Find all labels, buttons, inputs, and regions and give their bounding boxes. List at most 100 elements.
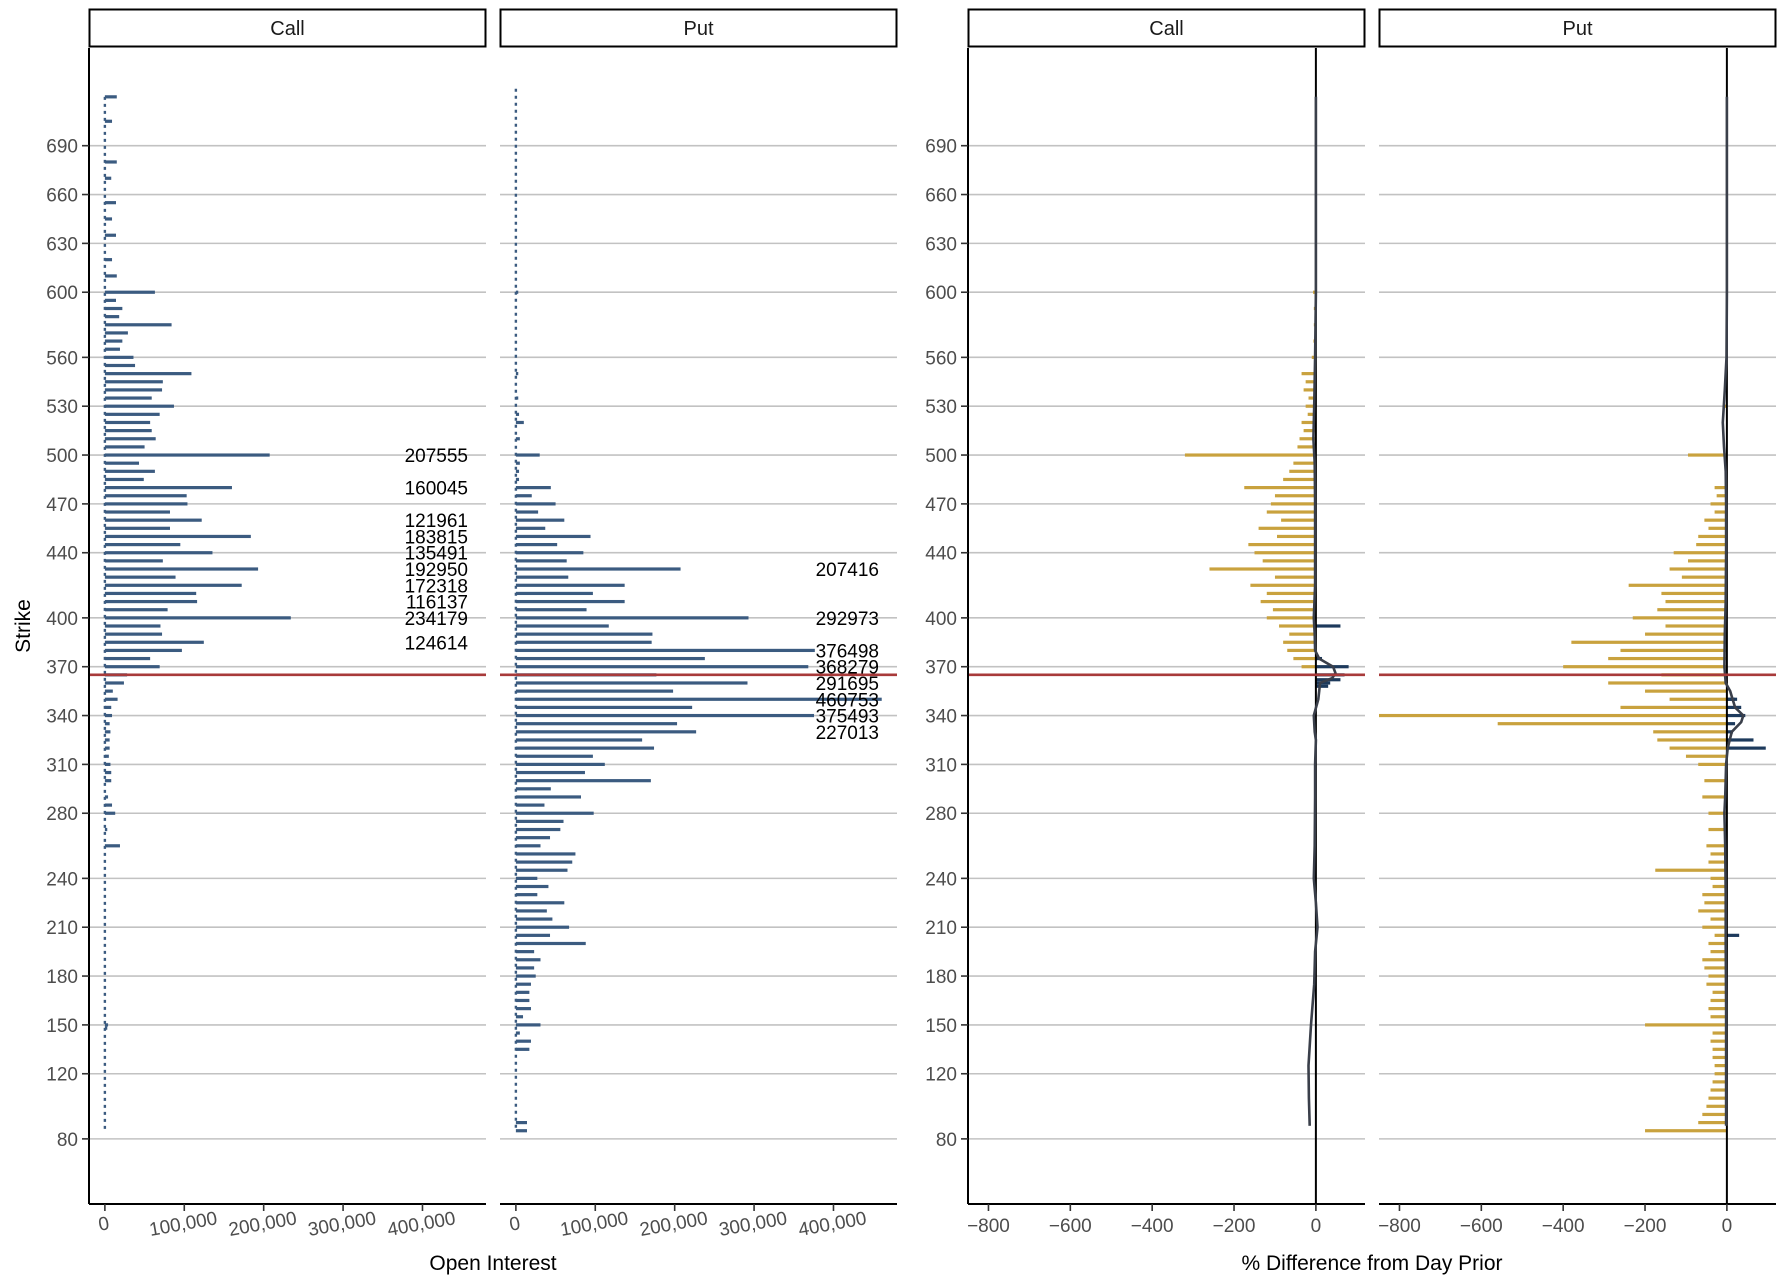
y-tick-label: 400 (925, 609, 957, 630)
bar (515, 1015, 524, 1019)
bar (1702, 795, 1727, 799)
y-tick-label: 500 (925, 446, 957, 467)
bar (104, 355, 134, 359)
bar (515, 827, 561, 832)
bar (1712, 1031, 1727, 1035)
bar (1726, 722, 1736, 726)
x-tick-label: 300,000 (306, 1208, 377, 1241)
y-tick-label: 470 (925, 495, 957, 516)
bar (104, 559, 163, 563)
bar (104, 697, 118, 701)
y-tick-label: 370 (46, 658, 78, 679)
strip-box (88, 8, 487, 48)
bar (1708, 860, 1727, 864)
bar (104, 689, 113, 693)
bar (104, 746, 110, 750)
y-tick-label: 150 (925, 1016, 957, 1037)
bar (1704, 518, 1727, 522)
bar (1315, 684, 1329, 688)
bar (1305, 404, 1316, 408)
bar (104, 453, 270, 457)
bar (1266, 591, 1316, 596)
bar (515, 542, 558, 547)
x-tick-label: −800 (967, 1216, 1010, 1237)
bar (104, 445, 145, 449)
bar (1710, 1088, 1727, 1092)
bar (515, 477, 520, 482)
bar (1669, 746, 1727, 750)
bar (515, 754, 593, 758)
bar (104, 461, 140, 465)
bar (1702, 893, 1727, 897)
bar (1289, 469, 1316, 473)
bar (1497, 722, 1727, 726)
bar (1726, 933, 1740, 937)
bar (104, 477, 144, 482)
bar (104, 624, 161, 628)
bar (1307, 412, 1316, 416)
bar (515, 469, 520, 473)
bar (1661, 591, 1727, 596)
y-tick-label: 400 (46, 609, 78, 630)
panel-oi-put: Put2074162929733764983682792916954607533… (499, 8, 898, 1241)
bar (1726, 738, 1754, 742)
bar (104, 119, 113, 123)
bar (1277, 534, 1316, 539)
bar (515, 575, 569, 579)
data-label: 291695 (816, 674, 879, 695)
bar (515, 770, 585, 775)
bar (1704, 779, 1727, 783)
y-tick-label: 440 (925, 544, 957, 565)
bar (1632, 616, 1727, 620)
bar (104, 779, 112, 783)
bar (515, 486, 551, 490)
bar (515, 795, 581, 799)
bar (515, 453, 540, 457)
bar (515, 697, 882, 701)
bar (104, 551, 213, 555)
x-tick-label: 200,000 (227, 1208, 298, 1241)
bar (1714, 933, 1727, 937)
bar (515, 599, 625, 604)
bar (1657, 738, 1727, 742)
bar (515, 494, 532, 498)
y-tick-label: 370 (925, 658, 957, 679)
bar (515, 616, 749, 620)
bar (1702, 958, 1727, 962)
bar (1726, 713, 1746, 718)
data-label: 192950 (405, 560, 468, 581)
bar (515, 982, 531, 986)
bar (515, 461, 520, 465)
x-tick-label: 200,000 (638, 1208, 709, 1241)
y-tick-label: 690 (46, 137, 78, 158)
bar (1708, 1096, 1727, 1100)
bar (515, 868, 568, 872)
bar (515, 591, 593, 596)
y-tick-label: 530 (46, 397, 78, 418)
bar (515, 746, 655, 750)
bar (515, 1120, 527, 1125)
x-tick-label: 100,000 (559, 1208, 630, 1241)
bar (104, 722, 110, 726)
bar (1710, 917, 1727, 921)
bar (515, 917, 553, 921)
x-axis-title-oi: Open Interest (429, 1252, 556, 1275)
bar (1279, 624, 1316, 628)
bar (1688, 453, 1727, 457)
y-tick-label: 280 (925, 804, 957, 825)
y-tick-label: 500 (46, 446, 78, 467)
bar (1645, 1129, 1727, 1133)
bar (515, 998, 530, 1003)
bar (104, 591, 197, 596)
bar (1266, 510, 1316, 514)
y-tick-label: 280 (46, 804, 78, 825)
bar (515, 559, 567, 563)
bar (1702, 925, 1727, 929)
y-tick-label: 210 (925, 918, 957, 939)
bar (515, 762, 605, 766)
y-tick-label: 660 (46, 186, 78, 207)
bar (1301, 372, 1316, 376)
bar (1250, 583, 1316, 587)
bar (1714, 486, 1727, 490)
bar (1184, 453, 1316, 457)
